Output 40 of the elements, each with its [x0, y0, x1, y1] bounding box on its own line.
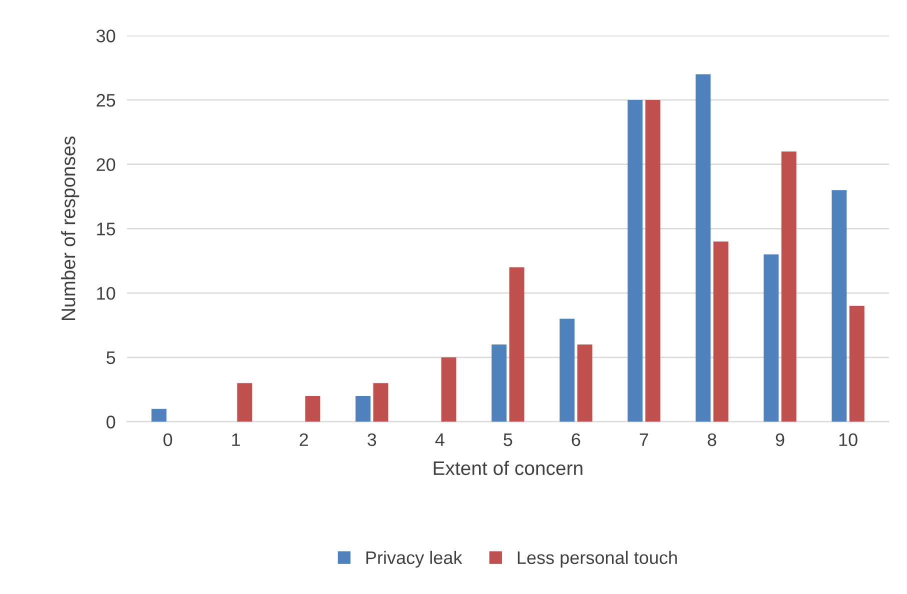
bar — [781, 151, 796, 422]
y-tick-label: 25 — [96, 94, 116, 107]
x-tick-label: 0 — [163, 433, 172, 446]
bar — [356, 396, 371, 422]
y-tick-label: 10 — [97, 286, 116, 300]
y-tick-label: 5 — [106, 352, 116, 364]
bar — [441, 357, 456, 422]
y-tick-label: 15 — [97, 222, 116, 236]
bar — [151, 408, 166, 422]
bar — [560, 318, 575, 422]
bar — [577, 344, 592, 422]
y-tick-label: 20 — [96, 158, 116, 172]
y-tick-label: 30 — [96, 30, 116, 42]
bar — [832, 190, 847, 422]
bar — [696, 74, 711, 422]
bar — [373, 383, 388, 422]
bar — [237, 383, 252, 422]
x-tick-label: 5 — [504, 434, 512, 446]
x-tick-label: 1 — [232, 434, 240, 446]
x-tick-label: 7 — [640, 434, 648, 446]
bar — [713, 242, 728, 422]
x-tick-label: 8 — [708, 433, 716, 446]
x-tick-label: 4 — [435, 434, 444, 446]
x-axis-title: Extent of concern — [434, 460, 582, 476]
x-tick-label: 2 — [300, 433, 308, 446]
legend-label: Privacy leak — [366, 550, 462, 568]
bar — [764, 254, 779, 422]
y-tick-label: 0 — [106, 416, 116, 428]
bar — [305, 396, 320, 422]
legend-label: Less personal touch — [518, 550, 677, 568]
y-axis-title: Number of responses — [60, 136, 80, 320]
bar — [492, 344, 507, 422]
bar — [628, 100, 643, 422]
bar — [645, 100, 660, 422]
x-tick-label: 6 — [572, 433, 580, 446]
x-tick-label: 9 — [776, 433, 784, 446]
x-tick-label: 3 — [368, 433, 376, 446]
x-tick-label: 10 — [839, 433, 858, 446]
bar — [509, 267, 524, 422]
bar — [849, 306, 864, 422]
